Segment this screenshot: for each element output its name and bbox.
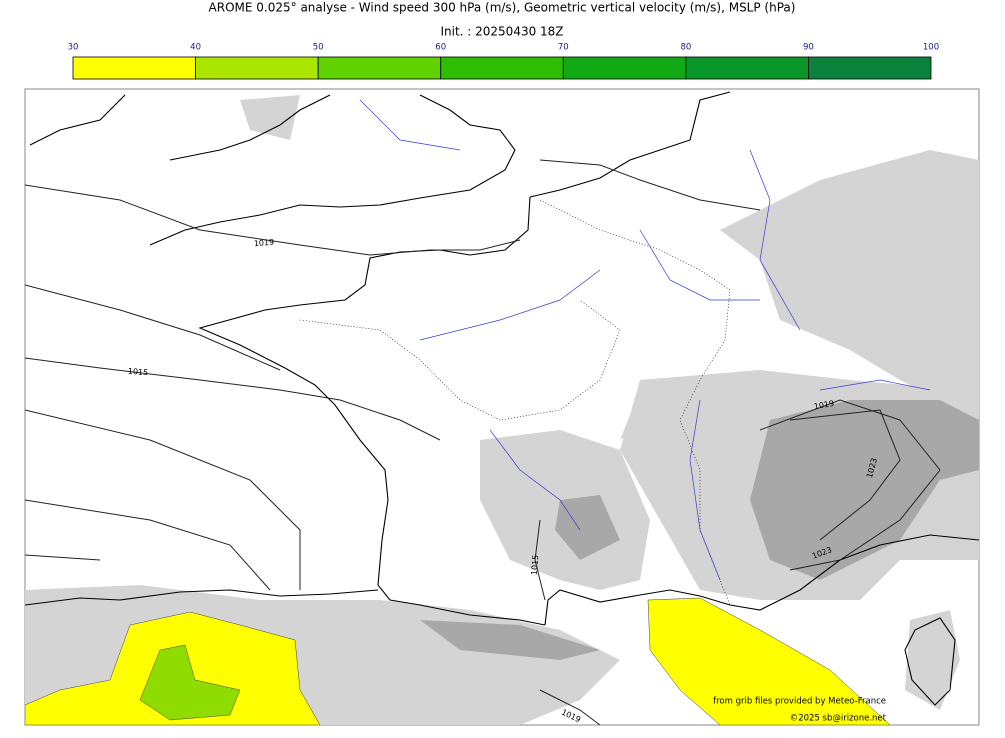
- colorbar-tick-label: 100: [923, 43, 939, 53]
- isobar-label: 1019: [253, 238, 274, 249]
- coastline-corsica: [904, 617, 956, 706]
- colorbar-tick-label: 80: [680, 43, 691, 53]
- map-layers: [25, 91, 979, 725]
- init-time: Init. : 20250430 18Z: [440, 25, 563, 39]
- isobar-label: 1019: [813, 399, 835, 411]
- colorbar-tick-label: 60: [435, 43, 446, 53]
- colorbar-tick-label: 90: [803, 43, 814, 53]
- coastline-ireland: [29, 94, 126, 146]
- credit-source: from grib files provided by Meteo-France: [713, 697, 886, 707]
- strong-updraft-shading: [420, 400, 979, 660]
- coastline-spain-north: [25, 589, 379, 606]
- isobar: [25, 284, 301, 590]
- isobar: [534, 399, 941, 601]
- colorbar-tick-label: 70: [558, 43, 569, 53]
- coastline-wales: [169, 94, 331, 161]
- coastline-benelux: [529, 91, 731, 198]
- colorbar-segment: [195, 56, 319, 80]
- colorbar-tick-label: 30: [68, 43, 79, 53]
- wind-green-spain: [139, 644, 241, 721]
- border-regions: [299, 299, 621, 421]
- rivers: [359, 99, 931, 581]
- colorbar-segment: [685, 56, 809, 80]
- colorbar-segment: [317, 56, 442, 80]
- colorbar-segment: [440, 56, 564, 80]
- isobar-label: 1015: [127, 367, 148, 378]
- coastline-england: [149, 94, 516, 246]
- isobar: [25, 357, 441, 441]
- colorbar-segment: [808, 56, 932, 80]
- isobar-label: 1015: [530, 554, 541, 575]
- colorbar-segment: [562, 56, 687, 80]
- title: AROME 0.025° analyse - Wind speed 300 hP…: [209, 1, 796, 15]
- isobar: [25, 499, 271, 591]
- isobar: [539, 689, 601, 725]
- isobar: [25, 184, 431, 256]
- wind-yellow-med: [647, 597, 891, 725]
- credit-copyright: ©2025 sb@irizone.net: [790, 714, 887, 724]
- coastline-mediterranean: [544, 534, 979, 626]
- colorbar-segment: [72, 56, 196, 80]
- colorbar-tick-label: 50: [313, 43, 324, 53]
- isobar: [430, 159, 761, 251]
- colorbar-tick-label: 40: [190, 43, 201, 53]
- colorbar: 30 40 50 60 70 80 90 100: [68, 43, 939, 80]
